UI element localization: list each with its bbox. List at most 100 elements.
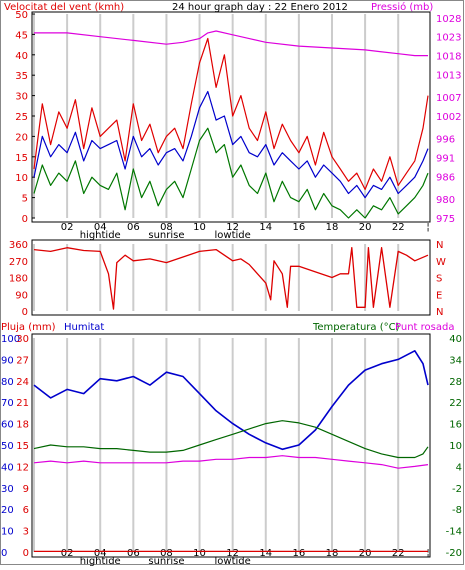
wind-tick-label: 40: [15, 51, 28, 62]
wind-tick-label: 25: [15, 112, 28, 123]
humidity-tick-label: 70: [1, 398, 14, 409]
humidity-tick-label: 30: [1, 484, 14, 495]
temperature-tick-label: 10: [449, 441, 462, 452]
event-label-sunrise: sunrise: [148, 556, 184, 566]
temperature-tick-label: 34: [449, 355, 462, 366]
temperature-tick-label: 40: [449, 334, 462, 345]
hour-label: 18: [326, 222, 339, 233]
pressure-tick-label: 975: [436, 214, 455, 225]
hour-label: 06: [127, 222, 140, 233]
pressure-axis-title: Pressió (mb): [371, 1, 433, 13]
wind-tick-label: 50: [15, 10, 28, 21]
hour-label: 08: [160, 222, 173, 233]
temperature-axis-title: Temperatura (°C): [312, 322, 400, 333]
humidity-tick-label: 0: [1, 548, 7, 559]
hour-label: 16: [293, 222, 306, 233]
humidity-tick-label: 20: [1, 505, 14, 516]
hour-label: 22: [392, 548, 405, 559]
rain-tick-label: 27: [16, 355, 29, 366]
pressure-tick-label: 980: [436, 195, 455, 206]
direction-series-line: [33, 247, 429, 310]
direction-tick-label: 180: [9, 274, 28, 285]
humidity-axis-title: Humitat: [64, 322, 104, 333]
hour-label: 10: [193, 222, 206, 233]
wind-speed-axis-title: Velocitat del vent (kmh): [4, 2, 124, 13]
hour-label: 16: [293, 548, 306, 559]
pressure-tick-label: 1002: [436, 112, 461, 123]
panel-frame-1: [31, 239, 431, 316]
pressure-series-line: [34, 30, 428, 57]
temperature-series-line: [33, 420, 429, 459]
hour-label: 14: [259, 222, 272, 233]
graph-title: 24 hour graph day : 22 Enero 2012: [172, 2, 348, 13]
temperature-tick-label: 4: [456, 462, 462, 473]
hour-label: 20: [359, 548, 372, 559]
humidity-tick-label: 50: [1, 441, 14, 452]
humidity-tick-label: 10: [1, 527, 14, 538]
pressure-tick-label: 1023: [436, 33, 461, 44]
gust-series-line: [33, 37, 429, 190]
end-tick-label: ¦: [426, 222, 429, 233]
humidity-tick-label: 80: [1, 377, 14, 388]
humidity-tick-label: 90: [1, 355, 14, 366]
temperature-tick-label: -20: [446, 548, 462, 559]
direction-tick-label: 270: [9, 257, 28, 268]
hour-label: 02: [61, 222, 74, 233]
dewpoint-series-line: [33, 455, 429, 469]
rain-axis-title: Pluja (mm): [1, 322, 56, 333]
rain-tick-label: 3: [23, 527, 29, 538]
rain-tick-label: 24: [16, 377, 29, 388]
hour-label: 04: [94, 548, 107, 559]
hour-label: 12: [226, 222, 239, 233]
humidity-series-line: [33, 349, 429, 451]
event-label-hightide: hightide: [80, 556, 121, 566]
hour-label: 20: [359, 222, 372, 233]
pressure-tick-label: 1007: [436, 93, 461, 104]
temperature-tick-label: -8: [452, 505, 462, 516]
rain-tick-label: 21: [16, 398, 29, 409]
wind-tick-label: 15: [15, 153, 28, 164]
rain-tick-label: 30: [16, 334, 29, 345]
hour-label: 06: [127, 548, 140, 559]
pressure-tick-label: 1028: [436, 14, 461, 25]
rain-tick-label: 6: [23, 505, 29, 516]
pressure-tick-label: 991: [436, 154, 455, 165]
wind-tick-label: 5: [22, 194, 28, 205]
hour-label: 14: [259, 548, 272, 559]
wind-tick-label: 35: [15, 71, 28, 82]
rain-tick-label: 0: [23, 548, 29, 559]
wind-tick-label: 30: [15, 92, 28, 103]
humidity-tick-label: 40: [1, 462, 14, 473]
compass-label: E: [436, 290, 442, 301]
min-series-line: [33, 127, 429, 219]
temperature-tick-label: -2: [452, 484, 462, 495]
compass-label: N: [436, 240, 443, 251]
temperature-tick-label: 28: [449, 377, 462, 388]
wind-tick-label: 0: [22, 214, 28, 225]
direction-tick-label: 0: [22, 307, 28, 318]
rain-tick-label: 12: [16, 462, 29, 473]
pressure-tick-label: 1013: [436, 70, 461, 81]
hour-label: 12: [226, 548, 239, 559]
direction-tick-label: 360: [9, 240, 28, 251]
compass-label: S: [436, 274, 442, 285]
hour-label: 02: [61, 548, 74, 559]
hour-label: 08: [160, 548, 173, 559]
event-label-lowtide: lowtide: [215, 556, 251, 566]
dewpoint-axis-title: Punt rosada: [395, 322, 454, 333]
pressure-tick-label: 1018: [436, 52, 461, 63]
compass-label: N: [436, 307, 443, 318]
event-label-lowtide: lowtide: [215, 230, 251, 241]
hour-label: 10: [193, 548, 206, 559]
rain-tick-label: 15: [16, 441, 29, 452]
temperature-tick-label: -14: [446, 527, 462, 538]
wind-tick-label: 20: [15, 132, 28, 143]
wind-tick-label: 45: [15, 30, 28, 41]
hour-label: 18: [326, 548, 339, 559]
avg-series-line: [33, 90, 429, 199]
humidity-tick-label: 100: [1, 334, 20, 345]
temperature-tick-label: 16: [449, 420, 462, 431]
